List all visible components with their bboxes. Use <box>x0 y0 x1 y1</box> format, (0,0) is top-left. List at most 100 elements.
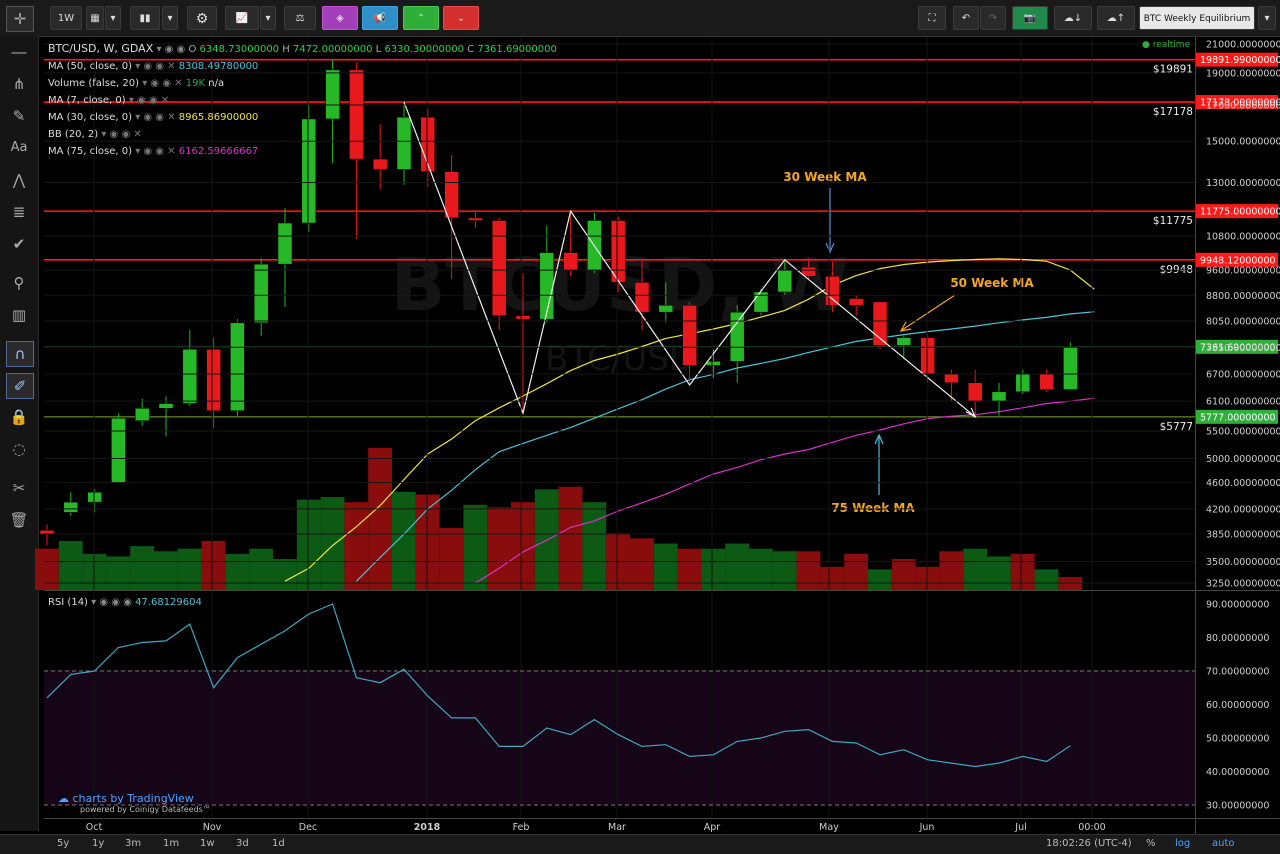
interval-button[interactable]: 1W <box>50 6 82 30</box>
candle-body[interactable] <box>111 417 126 483</box>
rsi-line[interactable] <box>46 603 1071 768</box>
candle-body[interactable] <box>563 252 578 271</box>
candle-body[interactable] <box>491 220 507 316</box>
candle-body[interactable] <box>253 263 269 324</box>
candle-body[interactable] <box>325 69 340 120</box>
candle-body[interactable] <box>444 171 459 219</box>
lock-icon[interactable]: 🔒 <box>9 408 29 426</box>
fullscreen-icon[interactable]: ⛶ <box>918 6 946 30</box>
undo-icon[interactable]: ↶ <box>953 6 979 30</box>
cube-icon[interactable]: ◈ <box>322 6 358 30</box>
symbol-name[interactable]: BTC/USD, W, GDAX <box>48 42 154 55</box>
study-settings-icon[interactable]: ▾ ◉ ◉ ✕ <box>125 95 170 106</box>
compare-scale-icon[interactable]: ⚖ <box>284 6 316 30</box>
candle-body[interactable] <box>825 275 840 306</box>
candle-body[interactable] <box>468 217 483 221</box>
study-settings-icon[interactable]: ▾ ◉ ◉ ✕ <box>98 129 142 140</box>
candle-body[interactable] <box>729 311 745 362</box>
candle-body[interactable] <box>682 305 697 366</box>
sell-icon[interactable]: ⌄ <box>443 6 479 30</box>
symbol-dropdown-icon[interactable]: ▾ ◉ ◉ <box>156 44 189 55</box>
interval-grid-icon[interactable]: ▦ <box>86 6 104 30</box>
zoom-icon[interactable]: ⚲ <box>13 274 25 292</box>
megaphone-icon[interactable]: 📢 <box>362 6 398 30</box>
ma75-annotation[interactable]: 75 Week MA <box>831 501 915 515</box>
interval-dropdown-icon[interactable]: ▾ <box>105 6 121 30</box>
candle-body[interactable] <box>967 382 983 402</box>
range-button-1m[interactable]: 1m <box>163 838 180 849</box>
percent-toggle[interactable]: % <box>1146 838 1156 849</box>
ma50-line[interactable] <box>355 311 1095 582</box>
range-button-1w[interactable]: 1w <box>200 838 215 849</box>
candle-body[interactable] <box>515 315 531 320</box>
candle-body[interactable] <box>1039 373 1054 390</box>
study-settings-icon[interactable]: ▾ ◉ ◉ ✕ <box>139 78 186 89</box>
candle-body[interactable] <box>182 348 198 404</box>
ma75-line[interactable] <box>475 397 1095 584</box>
log-toggle[interactable]: log <box>1175 838 1191 849</box>
layout-dropdown-icon[interactable]: ▾ <box>1258 6 1276 30</box>
candle-body[interactable] <box>1015 373 1031 393</box>
indicators-dropdown-icon[interactable]: ▾ <box>260 6 276 30</box>
candle-body[interactable] <box>301 118 317 224</box>
study-row[interactable]: MA (75, close, 0) ▾ ◉ ◉ ✕ 6162.59666667 <box>48 143 557 160</box>
pattern-icon[interactable]: ⋀ <box>12 171 26 189</box>
candle-body[interactable] <box>1063 346 1078 390</box>
candle-body[interactable] <box>277 222 293 265</box>
candle-body[interactable] <box>777 269 793 293</box>
study-row[interactable]: MA (30, close, 0) ▾ ◉ ◉ ✕ 8965.86900000 <box>48 109 557 126</box>
study-settings-icon[interactable]: ▾ ◉ ◉ ✕ <box>132 112 179 123</box>
candle-body[interactable] <box>372 158 388 170</box>
candle-body[interactable] <box>396 116 412 170</box>
indicators-icon[interactable]: 📈 <box>225 6 259 30</box>
fib-icon[interactable]: ≣ <box>12 203 26 221</box>
range-button-1d[interactable]: 1d <box>272 838 285 849</box>
gear-icon[interactable]: ⚙ <box>187 6 217 30</box>
crosshair-icon[interactable]: ✛ <box>6 6 34 32</box>
trash-icon[interactable]: 🗑 <box>9 511 29 529</box>
study-settings-icon[interactable]: ▾ ◉ ◉ ✕ <box>132 146 179 157</box>
study-settings-icon[interactable]: ▾ ◉ ◉ ✕ <box>132 61 179 72</box>
candle-body[interactable] <box>539 252 555 320</box>
ma50-annotation[interactable]: 50 Week MA <box>950 276 1034 290</box>
cloud-upload-icon[interactable]: ☁↑ <box>1097 6 1135 30</box>
candle-body[interactable] <box>872 301 888 346</box>
candle-body[interactable] <box>944 373 959 384</box>
stay-drawing-icon[interactable]: ✐ <box>6 373 34 399</box>
range-button-3d[interactable]: 3d <box>236 838 249 849</box>
candle-body[interactable] <box>230 322 245 411</box>
trend-line-icon[interactable]: ― <box>11 43 27 61</box>
redo-icon[interactable]: ↷ <box>980 6 1006 30</box>
candle-body[interactable] <box>801 266 816 277</box>
brush-icon[interactable]: ✎ <box>12 107 26 125</box>
candle-body[interactable] <box>349 69 364 160</box>
ma30-annotation[interactable]: 30 Week MA <box>783 170 867 184</box>
study-row[interactable]: MA (50, close, 0) ▾ ◉ ◉ ✕ 8308.49780000 <box>48 58 557 75</box>
tradingview-branding[interactable]: ☁ charts by TradingView powered by Coini… <box>58 792 211 814</box>
rsi-label[interactable]: RSI (14) <box>48 597 88 608</box>
text-icon[interactable]: Aa <box>10 140 28 155</box>
candle-body[interactable] <box>634 282 650 313</box>
magnet-icon[interactable]: ∩ <box>6 341 34 367</box>
study-row[interactable]: MA (7, close, 0) ▾ ◉ ◉ ✕ <box>48 92 557 109</box>
rsi-settings-icon[interactable]: ▾ ◉ ◉ ◉ <box>91 597 136 608</box>
range-button-1y[interactable]: 1y <box>92 838 105 849</box>
candle-body[interactable] <box>991 391 1007 402</box>
candle-body[interactable] <box>134 408 150 421</box>
candles-icon[interactable]: ▮▮ <box>130 6 160 30</box>
candle-body[interactable] <box>920 337 935 375</box>
candle-body[interactable] <box>63 501 79 513</box>
layout-name-button[interactable]: BTC Weekly Equilibrium <box>1139 6 1255 30</box>
zigzag-drawing[interactable] <box>403 101 976 418</box>
study-row[interactable]: Volume (false, 20) ▾ ◉ ◉ ✕ 19K n/a <box>48 75 557 92</box>
candle-body[interactable] <box>158 403 174 409</box>
candle-body[interactable] <box>848 298 864 306</box>
hide-icon[interactable]: ◌ <box>12 440 26 458</box>
camera-icon[interactable]: 📷 <box>1012 6 1048 30</box>
range-button-3m[interactable]: 3m <box>125 838 142 849</box>
candle-body[interactable] <box>206 348 221 411</box>
check-icon[interactable]: ✔ <box>12 235 26 253</box>
range-button-5y[interactable]: 5y <box>57 838 70 849</box>
candle-body[interactable] <box>658 305 674 313</box>
